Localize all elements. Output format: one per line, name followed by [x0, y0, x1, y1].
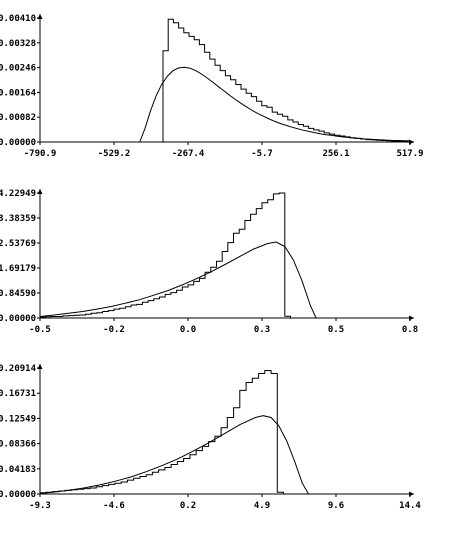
panel-2-x-tick-label: -0.2	[103, 325, 125, 335]
panel-3-x-tick-label: 9.6	[328, 501, 344, 511]
panel-2-x-tick-label: 0.0	[180, 325, 196, 335]
panel-1-y-tick-label: 0.00000	[0, 138, 36, 148]
panel-1-histogram-line	[162, 18, 414, 143]
panel-2-y-tick-label: 1.69179	[0, 264, 36, 274]
panel-1-x-tick-label: -267.4	[172, 149, 205, 159]
panel-2-x-tick-label: 0.8	[402, 325, 418, 335]
panel-3-histogram-line	[39, 370, 290, 495]
panel-3-x-tick-label: 14.4	[399, 501, 421, 511]
panel-1-x-tick-label: -529.2	[98, 149, 131, 159]
panel-2-x-tick-label: 0.5	[328, 325, 344, 335]
panel-3-y-tick-label: 0.12549	[0, 414, 36, 424]
panel-2-y-tick-label: 0.84590	[0, 289, 36, 299]
panel-1-x-tick-label: -790.9	[24, 149, 57, 159]
panel-3-y-tick-label: 0.16731	[0, 389, 36, 399]
panel-2-y-tick-label: 4.22949	[0, 189, 36, 199]
panel-2-y-tick-label: 3.38359	[0, 214, 36, 224]
panel-1-x-tick-label: 517.9	[396, 149, 423, 159]
panel-3-x-tick-label: 4.9	[254, 501, 270, 511]
panel-1-y-tick-label: 0.00164	[0, 88, 37, 98]
panel-3-x-tick-label: -9.3	[29, 501, 51, 511]
panel-2-x-tick-label: 0.3	[254, 325, 270, 335]
panel-3-y-tick-label: 0.20914	[0, 364, 37, 374]
panel-3-fit-curve	[39, 415, 309, 495]
panel-2-x-tick-label: -0.5	[29, 325, 51, 335]
panel-3-x-tick-label: -4.6	[103, 501, 125, 511]
panel-3-y-tick-label: 0.08366	[0, 440, 36, 450]
panel-3-x-tick-label: 0.2	[180, 501, 196, 511]
panel-3-y-tick-label: 0.00000	[0, 490, 36, 500]
panel-1-x-tick-label: -5.7	[251, 149, 273, 159]
panel-1-x-tick-label: 256.1	[322, 149, 349, 159]
panel-2-y-tick-label: 0.00000	[0, 314, 36, 324]
panel-1-fit-curve	[139, 66, 410, 143]
panel-1-y-tick-label: 0.00246	[0, 64, 36, 74]
panel-1-y-tick-label: 0.00082	[0, 113, 36, 123]
panel-3-y-tick-label: 0.04183	[0, 465, 36, 475]
panel-2-fit-curve	[39, 241, 317, 319]
panel-1-y-tick-label: 0.00328	[0, 39, 36, 49]
panel-2-histogram-line	[39, 192, 297, 319]
panel-1-y-tick-label: 0.00410	[0, 14, 36, 24]
panel-2-y-tick-label: 2.53769	[0, 239, 36, 249]
